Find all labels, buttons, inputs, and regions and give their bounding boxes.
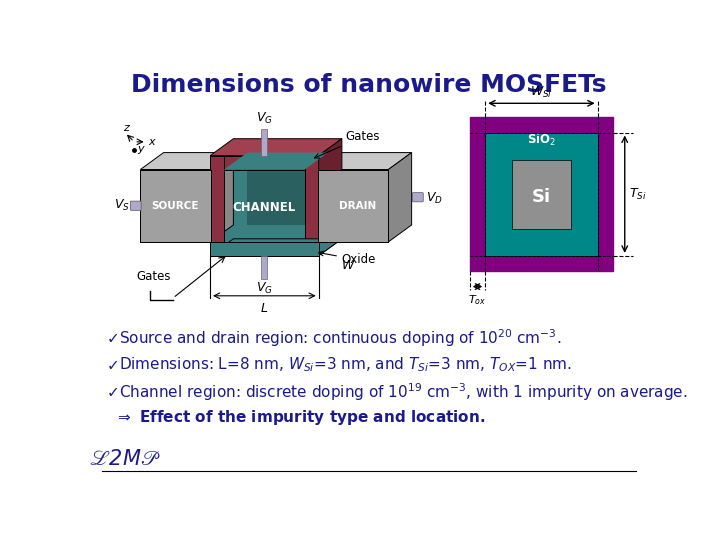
Text: ✓: ✓: [107, 357, 120, 373]
Text: Gates: Gates: [315, 130, 380, 158]
Text: Si: Si: [531, 188, 551, 206]
Text: ✓: ✓: [107, 384, 120, 400]
Polygon shape: [224, 153, 328, 170]
Text: Channel region: discrete doping of $10^{19}$ cm$^{-3}$, with 1 impurity on avera: Channel region: discrete doping of $10^{…: [120, 381, 688, 403]
Text: $V_G$: $V_G$: [256, 111, 273, 126]
Text: Source and drain region: continuous doping of $10^{20}$ cm$^{-3}$.: Source and drain region: continuous dopi…: [120, 327, 562, 349]
FancyBboxPatch shape: [130, 201, 141, 211]
FancyBboxPatch shape: [413, 193, 423, 202]
Polygon shape: [319, 139, 342, 256]
Text: $V_D$: $V_D$: [426, 191, 442, 206]
Text: $V_S$: $V_S$: [114, 198, 130, 213]
Polygon shape: [319, 153, 412, 170]
Bar: [261, 129, 267, 156]
Bar: [319, 170, 388, 242]
Polygon shape: [140, 153, 233, 170]
Bar: [305, 156, 319, 256]
Polygon shape: [388, 153, 412, 242]
Text: ✓: ✓: [107, 330, 120, 346]
Text: z: z: [122, 123, 128, 133]
Bar: [261, 256, 267, 279]
Bar: [140, 170, 211, 242]
Bar: [210, 242, 319, 256]
Bar: [210, 156, 319, 170]
Text: $V_G$: $V_G$: [256, 280, 273, 295]
Text: Oxide: Oxide: [319, 251, 377, 266]
Text: W: W: [342, 259, 354, 272]
Text: SOURCE: SOURCE: [151, 201, 199, 211]
Bar: [469, 117, 613, 271]
Bar: [210, 156, 224, 256]
Text: $W_{Si}$: $W_{Si}$: [530, 85, 552, 100]
Bar: [485, 132, 598, 256]
Polygon shape: [210, 139, 342, 156]
Bar: [318, 170, 388, 242]
Text: L: L: [261, 302, 268, 315]
Text: $T_{Si}$: $T_{Si}$: [629, 187, 647, 202]
Bar: [224, 170, 305, 242]
Text: $\Rightarrow$ Effect of the impurity type and location.: $\Rightarrow$ Effect of the impurity typ…: [114, 408, 485, 427]
Text: Dimensions of nanowire MOSFETs: Dimensions of nanowire MOSFETs: [131, 73, 607, 97]
Text: x: x: [148, 137, 155, 147]
Text: CHANNEL: CHANNEL: [233, 201, 296, 214]
Text: DRAIN: DRAIN: [338, 201, 376, 211]
Polygon shape: [210, 239, 342, 256]
Polygon shape: [210, 153, 233, 242]
Text: y: y: [138, 145, 144, 154]
Text: $T_{ox}$: $T_{ox}$: [469, 293, 487, 307]
Text: Gates: Gates: [137, 269, 171, 282]
Polygon shape: [224, 153, 328, 170]
Polygon shape: [248, 153, 328, 225]
Text: $\mathscr{L}$2M$\mathscr{P}$: $\mathscr{L}$2M$\mathscr{P}$: [89, 449, 161, 469]
Text: SiO$_2$: SiO$_2$: [526, 132, 556, 149]
Text: Dimensions: L=8 nm, $W_{Si}$=3 nm, and $T_{Si}$=3 nm, $T_{OX}$=1 nm.: Dimensions: L=8 nm, $W_{Si}$=3 nm, and $…: [120, 356, 572, 374]
Bar: [140, 170, 210, 242]
Bar: [513, 159, 570, 229]
Bar: [210, 242, 319, 256]
